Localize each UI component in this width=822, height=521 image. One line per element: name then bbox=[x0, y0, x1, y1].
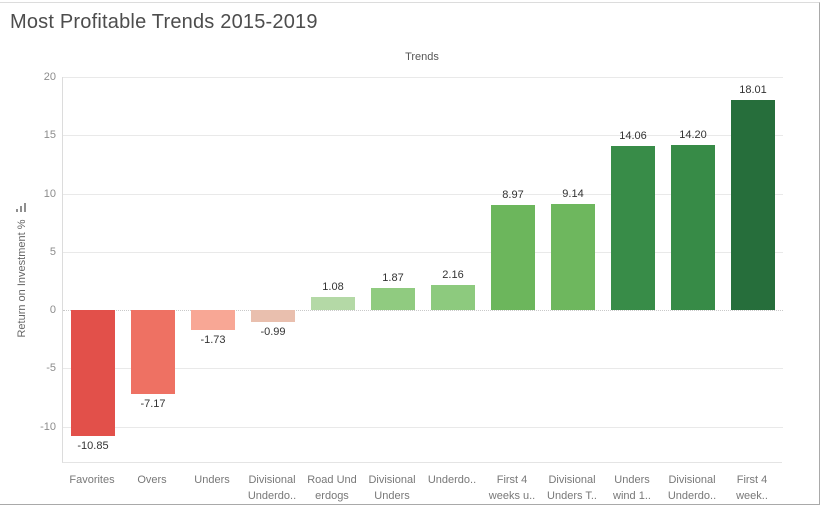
gridline bbox=[63, 77, 783, 78]
bar[interactable] bbox=[491, 205, 535, 310]
bar-value-label: 14.06 bbox=[619, 130, 647, 143]
column-field-header: Trends bbox=[405, 51, 439, 63]
x-axis-category-label-line: First 4 bbox=[496, 474, 528, 486]
bar-value-label: -0.99 bbox=[260, 325, 286, 338]
gridline bbox=[63, 135, 783, 137]
gridline bbox=[63, 251, 783, 253]
x-axis-category-label[interactable]: Overs bbox=[122, 472, 182, 488]
bar[interactable] bbox=[71, 310, 115, 437]
x-axis-category-label-line: Road Und bbox=[307, 474, 357, 486]
gridline bbox=[63, 368, 783, 370]
x-axis-category-label-line: Unders bbox=[194, 474, 230, 486]
bar[interactable] bbox=[191, 310, 235, 331]
bar-value-label: -7.17 bbox=[140, 397, 166, 410]
bar[interactable] bbox=[731, 100, 775, 310]
x-axis-category-label[interactable]: Divisional Underdo.. bbox=[662, 472, 722, 504]
bar[interactable] bbox=[131, 310, 175, 394]
x-axis-category-label-line: erdogs bbox=[315, 490, 349, 502]
x-axis-category-label-line: weeks u.. bbox=[488, 490, 536, 502]
x-axis-category-label-line: Divisional bbox=[368, 474, 416, 486]
bar-value-label: 8.97 bbox=[502, 189, 524, 202]
bar[interactable] bbox=[311, 297, 355, 310]
x-axis-category-label-line: Unders bbox=[374, 490, 410, 502]
gridline bbox=[63, 193, 783, 195]
x-axis-category-label-line: Overs bbox=[137, 474, 167, 486]
x-axis-category-label-line: Divisional bbox=[548, 474, 596, 486]
x-axis-category-label-line: week.. bbox=[736, 490, 768, 502]
x-axis-category-label-line: Divisional bbox=[668, 474, 716, 486]
x-axis-category-label[interactable]: First 4 weeks u.. bbox=[482, 472, 542, 504]
x-axis-category-label-line: First 4 bbox=[736, 474, 768, 486]
zero-gridline bbox=[63, 310, 783, 311]
gridline bbox=[63, 426, 783, 428]
x-axis-category-label-line: Unders T.. bbox=[547, 490, 597, 502]
x-axis-category-label-line: Underdo.. bbox=[247, 490, 297, 502]
bar-value-label: 14.20 bbox=[679, 128, 707, 141]
y-tick-label: 20 bbox=[43, 71, 56, 83]
x-axis-category-label-line: wind 1.. bbox=[613, 490, 651, 502]
bar-value-label: -1.73 bbox=[200, 334, 226, 347]
y-tick-label: 0 bbox=[49, 304, 56, 316]
bar-value-label: 9.14 bbox=[562, 187, 584, 200]
bar-value-label: -10.85 bbox=[77, 440, 109, 453]
y-axis-ticks: 20 15 10 5 0 -5 -10 bbox=[0, 71, 56, 463]
x-axis-category-label-line: Unders bbox=[614, 474, 650, 486]
x-axis-category-label[interactable]: First 4 week.. bbox=[722, 472, 782, 504]
y-tick-label: 15 bbox=[43, 129, 56, 142]
bar[interactable] bbox=[371, 288, 415, 310]
y-tick-label: 5 bbox=[49, 245, 56, 258]
x-axis-category-label[interactable]: Unders wind 1.. bbox=[602, 472, 662, 504]
x-axis-category-label-line: Underdo.. bbox=[427, 474, 477, 486]
x-axis-category-label[interactable]: Divisional Underdo.. bbox=[242, 472, 302, 504]
chart-title: Most Profitable Trends 2015-2019 bbox=[10, 11, 318, 33]
bar-value-label: 2.16 bbox=[442, 268, 464, 281]
y-tick-label: -10 bbox=[40, 420, 56, 433]
y-tick-label: 10 bbox=[43, 187, 56, 200]
bar-value-label: 1.08 bbox=[322, 281, 344, 294]
bar-value-label: 1.87 bbox=[382, 272, 404, 285]
plot-area: -10.85 -7.17 -1.73 -0.99 1.08 1.87 2.16 8.97 9.1… bbox=[62, 77, 783, 463]
bar[interactable] bbox=[431, 284, 475, 310]
x-axis-category-label-line: Favorites bbox=[69, 474, 115, 486]
x-axis-category-label[interactable]: Underdo.. bbox=[422, 472, 482, 488]
y-tick-label: -5 bbox=[46, 362, 56, 375]
x-axis-category-label[interactable]: Divisional Unders bbox=[362, 472, 422, 504]
x-axis-category-label[interactable]: Favorites bbox=[62, 472, 122, 488]
x-axis-labels: Favorites Overs Unders Divisional Underdo.. R… bbox=[62, 472, 782, 506]
x-axis-category-label[interactable]: Road Und erdogs bbox=[302, 472, 362, 504]
bar[interactable] bbox=[551, 203, 595, 310]
x-axis-category-label[interactable]: Unders bbox=[182, 472, 242, 488]
x-axis-category-label-line: Divisional bbox=[248, 474, 296, 486]
x-axis-category-label[interactable]: Divisional Unders T.. bbox=[542, 472, 602, 504]
bar[interactable] bbox=[611, 146, 655, 310]
bar[interactable] bbox=[251, 310, 295, 322]
x-axis-category-label-line: Underdo.. bbox=[667, 490, 717, 502]
bar-value-label: 18.01 bbox=[739, 84, 767, 97]
bar[interactable] bbox=[671, 144, 715, 310]
